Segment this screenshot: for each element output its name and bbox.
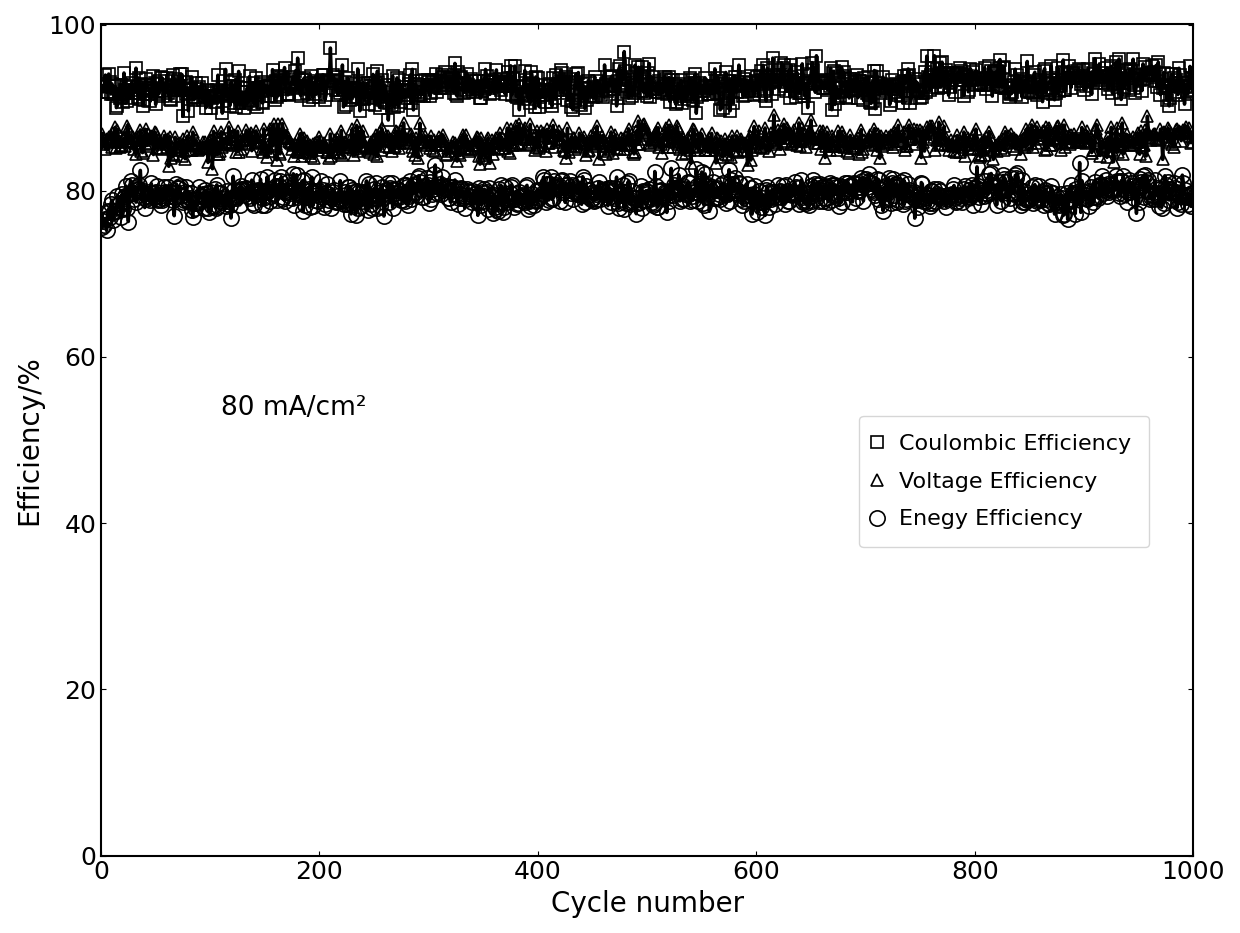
Voltage Efficiency [766, 109, 781, 120]
Coulombic Efficiency [94, 80, 109, 91]
Enegy Efficiency [94, 222, 109, 233]
Enegy Efficiency [537, 174, 552, 186]
Y-axis label: Efficiency/%: Efficiency/% [15, 355, 43, 525]
Enegy Efficiency [577, 174, 591, 186]
Coulombic Efficiency [1185, 74, 1200, 85]
Voltage Efficiency [577, 132, 591, 143]
Voltage Efficiency [205, 163, 219, 174]
X-axis label: Cycle number: Cycle number [551, 890, 744, 918]
Coulombic Efficiency [578, 103, 593, 114]
Voltage Efficiency [947, 136, 962, 147]
Coulombic Efficiency [947, 87, 962, 98]
Enegy Efficiency [1185, 192, 1200, 203]
Voltage Efficiency [1185, 136, 1200, 147]
Enegy Efficiency [844, 196, 859, 207]
Line: Coulombic Efficiency: Coulombic Efficiency [97, 43, 1199, 126]
Coulombic Efficiency [322, 42, 337, 53]
Enegy Efficiency [1073, 157, 1087, 168]
Enegy Efficiency [966, 187, 981, 198]
Coulombic Efficiency [967, 74, 982, 85]
Enegy Efficiency [946, 180, 961, 191]
Voltage Efficiency [94, 129, 109, 140]
Legend: Coulombic Efficiency, Voltage Efficiency, Enegy Efficiency: Coulombic Efficiency, Voltage Efficiency… [859, 416, 1149, 547]
Voltage Efficiency [537, 141, 552, 152]
Voltage Efficiency [207, 143, 222, 154]
Text: 80 mA/cm²: 80 mA/cm² [221, 395, 367, 421]
Coulombic Efficiency [381, 115, 396, 126]
Coulombic Efficiency [846, 74, 861, 85]
Voltage Efficiency [967, 137, 982, 148]
Enegy Efficiency [99, 225, 114, 236]
Voltage Efficiency [846, 136, 861, 147]
Line: Enegy Efficiency: Enegy Efficiency [94, 155, 1200, 238]
Enegy Efficiency [207, 184, 222, 195]
Line: Voltage Efficiency: Voltage Efficiency [95, 109, 1199, 175]
Coulombic Efficiency [538, 96, 553, 107]
Coulombic Efficiency [206, 91, 221, 103]
